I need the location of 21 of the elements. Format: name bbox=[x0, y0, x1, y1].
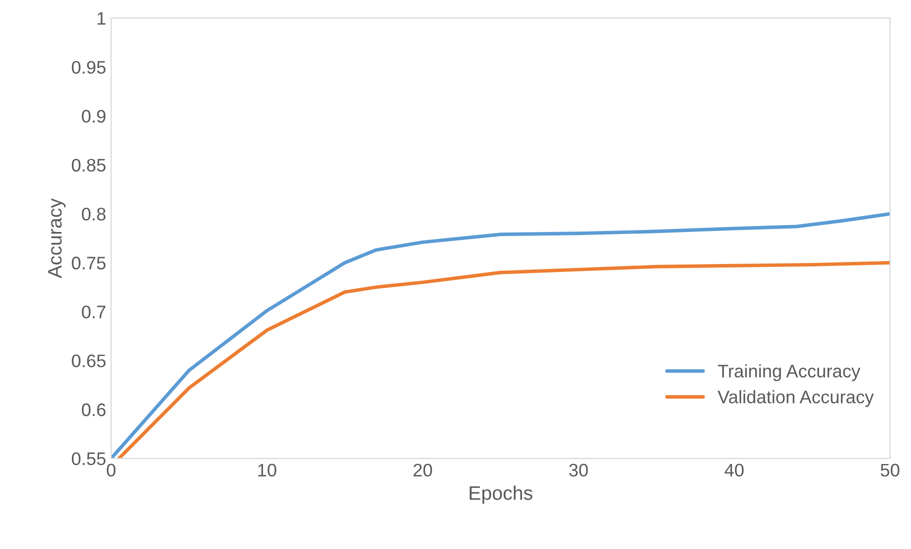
x-tick-label: 0 bbox=[106, 464, 116, 477]
x-tick-label: 50 bbox=[880, 464, 900, 477]
y-tick-label: 1 bbox=[98, 12, 106, 25]
legend-label: Validation Accuracy bbox=[718, 390, 874, 407]
line-series bbox=[117, 260, 890, 458]
y-tick-label: 0.65 bbox=[72, 354, 106, 368]
x-tick-label: 20 bbox=[414, 464, 432, 477]
x-tick-label: 30 bbox=[569, 464, 588, 477]
y-tick-label: 0.85 bbox=[72, 158, 106, 172]
y-tick-label: 0.9 bbox=[82, 110, 106, 123]
y-tick-label: 0.7 bbox=[82, 306, 106, 318]
x-tick-label: 40 bbox=[724, 464, 744, 477]
y-tick-label: 0.75 bbox=[72, 256, 106, 270]
y-axis-title: Accuracy bbox=[48, 198, 66, 278]
y-tick-label: 0.95 bbox=[72, 60, 106, 74]
x-axis-title: Epochs bbox=[470, 486, 532, 504]
y-tick-label: 0.6 bbox=[82, 403, 106, 416]
y-tick-label: 0.55 bbox=[72, 452, 106, 466]
legend-label: Training Accuracy bbox=[718, 364, 860, 382]
x-tick-label: 10 bbox=[258, 464, 276, 477]
y-tick-label: 0.8 bbox=[82, 208, 106, 221]
